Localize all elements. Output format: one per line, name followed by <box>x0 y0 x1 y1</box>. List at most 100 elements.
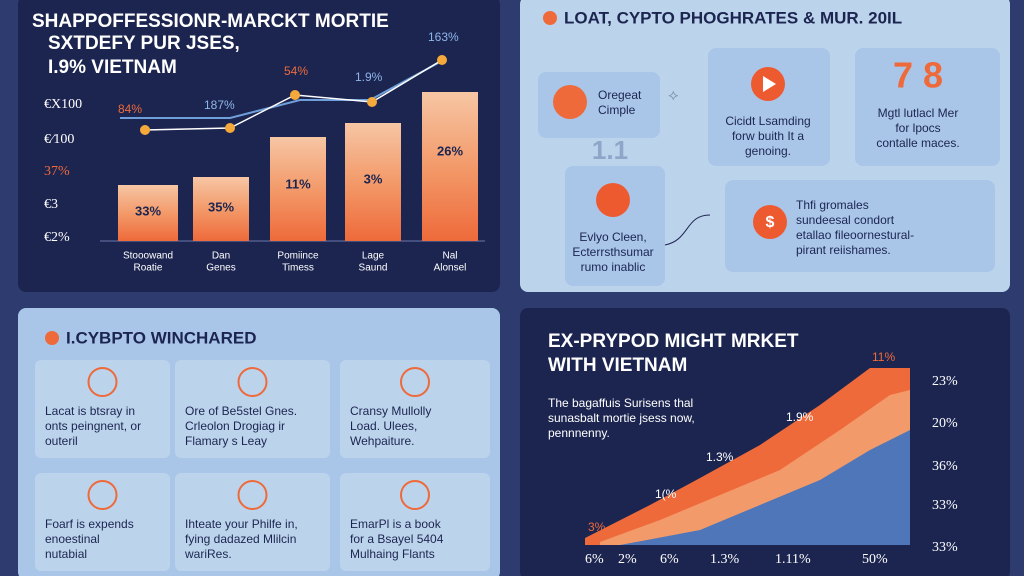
title: WITH VIETNAM <box>548 355 687 376</box>
arrow: ⟡ <box>668 87 679 104</box>
title: SHAPPOFFESSIONR-MARCKT MORTIE <box>32 11 389 32</box>
box-text: Ecterrsthsumar <box>572 245 653 259</box>
card-text: nutabial <box>45 547 87 561</box>
box-text: Oregeat <box>598 88 642 102</box>
card-text: for a Bsayel 5404 <box>350 532 444 546</box>
card-text: Foarf is expends <box>45 517 134 531</box>
area-label: 1.9% <box>786 410 814 424</box>
point <box>367 97 377 107</box>
box-text: contalle maces. <box>876 136 959 150</box>
box-text: genoing. <box>745 144 791 158</box>
card <box>35 360 170 458</box>
icon <box>553 85 587 119</box>
card-text: Wehpaiture. <box>350 434 414 448</box>
y-label: €⁄100 <box>44 132 74 147</box>
box-text: etallao fileoornestural- <box>796 228 914 242</box>
area-label: 11% <box>872 350 895 364</box>
title: I.CYBPTO WINCHARED <box>66 328 256 347</box>
card-text: EmarPl is a book <box>350 517 442 531</box>
area <box>620 430 910 545</box>
card-text: fying dadazed Mlilcin <box>185 532 296 546</box>
icon <box>237 480 268 510</box>
marker: 1.1 <box>592 135 628 165</box>
card <box>565 166 665 286</box>
x-label: 6% <box>660 552 679 567</box>
area-label: 1(% <box>655 487 677 501</box>
dollar-icon: $ <box>766 214 775 231</box>
category: Dan <box>212 251 230 262</box>
title: SXTDEFY PUR JSES, <box>48 33 240 54</box>
card-text: Cransy Mullolly <box>350 404 431 418</box>
bar <box>193 177 249 241</box>
point <box>140 125 150 135</box>
bar-label: 11% <box>285 176 311 191</box>
card-text: outeril <box>45 434 78 448</box>
subtitle: sunasbalt mortie jsess now, <box>548 411 695 425</box>
card-text: onts peingnent, or <box>45 419 141 433</box>
card <box>175 473 330 571</box>
points <box>140 55 447 135</box>
category: Pomiince <box>277 251 319 262</box>
right-label: 20% <box>932 416 958 431</box>
box-text: Mgtl lutlacl Mer <box>878 106 959 120</box>
card-text: wariRes. <box>184 547 232 561</box>
category: Alonsel <box>434 263 467 274</box>
subtitle: The bagaffuis Surisens thal <box>548 396 693 410</box>
bar-label: 33% <box>135 203 161 218</box>
title: I.9% VIETNAM <box>48 57 177 78</box>
y-label: 37% <box>44 164 70 179</box>
play-icon <box>763 76 776 92</box>
point-label: 187% <box>204 98 235 112</box>
point-label: 84% <box>118 102 142 116</box>
category: Saund <box>359 263 388 274</box>
bar <box>422 92 478 241</box>
box-text: Cimple <box>598 103 636 117</box>
bar <box>270 137 326 241</box>
box-text: Cicidt Lsamding <box>725 114 810 128</box>
icon <box>45 331 59 345</box>
connector <box>664 214 711 246</box>
box-text: Evlyo Cleen, <box>579 230 646 244</box>
box-text: rumo inablic <box>581 260 646 274</box>
bar-label: 35% <box>208 199 234 214</box>
area-label: 3% <box>588 520 606 534</box>
card-text: Crleolon Drogiag ir <box>185 419 285 433</box>
point-label: 163% <box>428 30 459 44</box>
point <box>225 123 235 133</box>
icon <box>753 205 787 239</box>
icon <box>400 480 430 510</box>
subtitle: pennnenny. <box>548 426 610 440</box>
point <box>290 90 300 100</box>
x-label: 6% <box>585 552 604 567</box>
card <box>340 360 490 458</box>
point-label: 54% <box>284 64 308 78</box>
category: Roatie <box>134 263 163 274</box>
card-text: Ore of Be5stel Gnes. <box>185 404 297 418</box>
point <box>437 55 447 65</box>
category: Genes <box>206 263 235 274</box>
area-label: 1.3% <box>706 450 734 464</box>
box-text: forw buith It a <box>732 129 804 143</box>
category: Nal <box>442 251 457 262</box>
bar-label: 26% <box>437 143 463 158</box>
bar <box>345 123 401 241</box>
icon <box>87 367 118 397</box>
category: Stooowand <box>123 251 173 262</box>
card <box>340 473 490 571</box>
box-text: sundeesal condort <box>796 213 895 227</box>
right-label: 23% <box>932 374 958 389</box>
icon <box>237 367 268 397</box>
box-text: pirant reiishames. <box>796 243 891 257</box>
card-text: Flamary s Leay <box>185 434 267 448</box>
card-text: enoestinal <box>45 532 100 546</box>
card <box>725 180 995 272</box>
right-label: 36% <box>932 459 958 474</box>
card <box>175 360 330 458</box>
x-label: 50% <box>862 552 888 567</box>
card <box>35 473 170 571</box>
card-text: Lacat is btsray in <box>45 404 135 418</box>
title: EX-PRYPOD MIGHT MRKET <box>548 331 799 352</box>
box-text: for lpocs <box>895 121 940 135</box>
